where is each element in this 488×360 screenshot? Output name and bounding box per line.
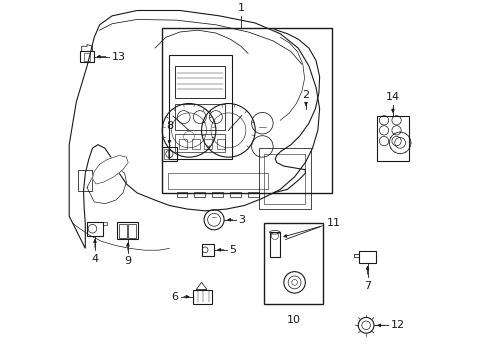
Text: 14: 14 bbox=[385, 93, 399, 103]
Bar bbox=[80, 51, 93, 62]
Bar bbox=[163, 149, 168, 159]
Bar bbox=[169, 55, 231, 159]
Bar bbox=[212, 192, 223, 197]
Bar bbox=[83, 53, 90, 60]
Bar bbox=[117, 222, 138, 239]
Bar bbox=[376, 116, 408, 161]
Bar bbox=[230, 192, 241, 197]
Bar bbox=[269, 232, 280, 257]
Text: 12: 12 bbox=[389, 320, 404, 330]
Bar bbox=[174, 66, 224, 98]
Bar bbox=[162, 28, 331, 193]
Text: 2: 2 bbox=[302, 90, 309, 100]
Bar bbox=[358, 251, 375, 263]
Bar bbox=[174, 134, 224, 152]
Text: 3: 3 bbox=[238, 215, 245, 225]
Bar bbox=[264, 154, 305, 204]
Bar bbox=[174, 104, 224, 130]
Bar bbox=[87, 221, 102, 236]
Bar bbox=[217, 139, 224, 149]
Bar bbox=[167, 173, 267, 189]
Bar bbox=[258, 148, 310, 209]
Text: 1: 1 bbox=[237, 3, 244, 13]
Bar bbox=[119, 224, 126, 238]
Text: 8: 8 bbox=[165, 121, 173, 131]
Bar bbox=[194, 192, 205, 197]
Bar bbox=[191, 139, 200, 149]
Bar bbox=[204, 139, 212, 149]
Text: 9: 9 bbox=[124, 256, 131, 266]
Bar bbox=[128, 224, 136, 238]
Bar bbox=[192, 289, 212, 304]
Text: 6: 6 bbox=[171, 292, 178, 302]
Bar bbox=[162, 147, 176, 161]
Text: 13: 13 bbox=[111, 51, 125, 62]
Text: 7: 7 bbox=[363, 280, 370, 291]
Bar bbox=[264, 223, 323, 304]
Bar bbox=[247, 192, 258, 197]
Text: 5: 5 bbox=[229, 245, 236, 255]
Text: 4: 4 bbox=[91, 254, 98, 264]
Bar bbox=[176, 192, 187, 197]
Text: 11: 11 bbox=[326, 219, 340, 228]
Text: 10: 10 bbox=[286, 315, 300, 325]
Bar bbox=[179, 139, 187, 149]
Polygon shape bbox=[92, 156, 128, 184]
Bar bbox=[201, 244, 214, 256]
Bar bbox=[78, 170, 92, 191]
